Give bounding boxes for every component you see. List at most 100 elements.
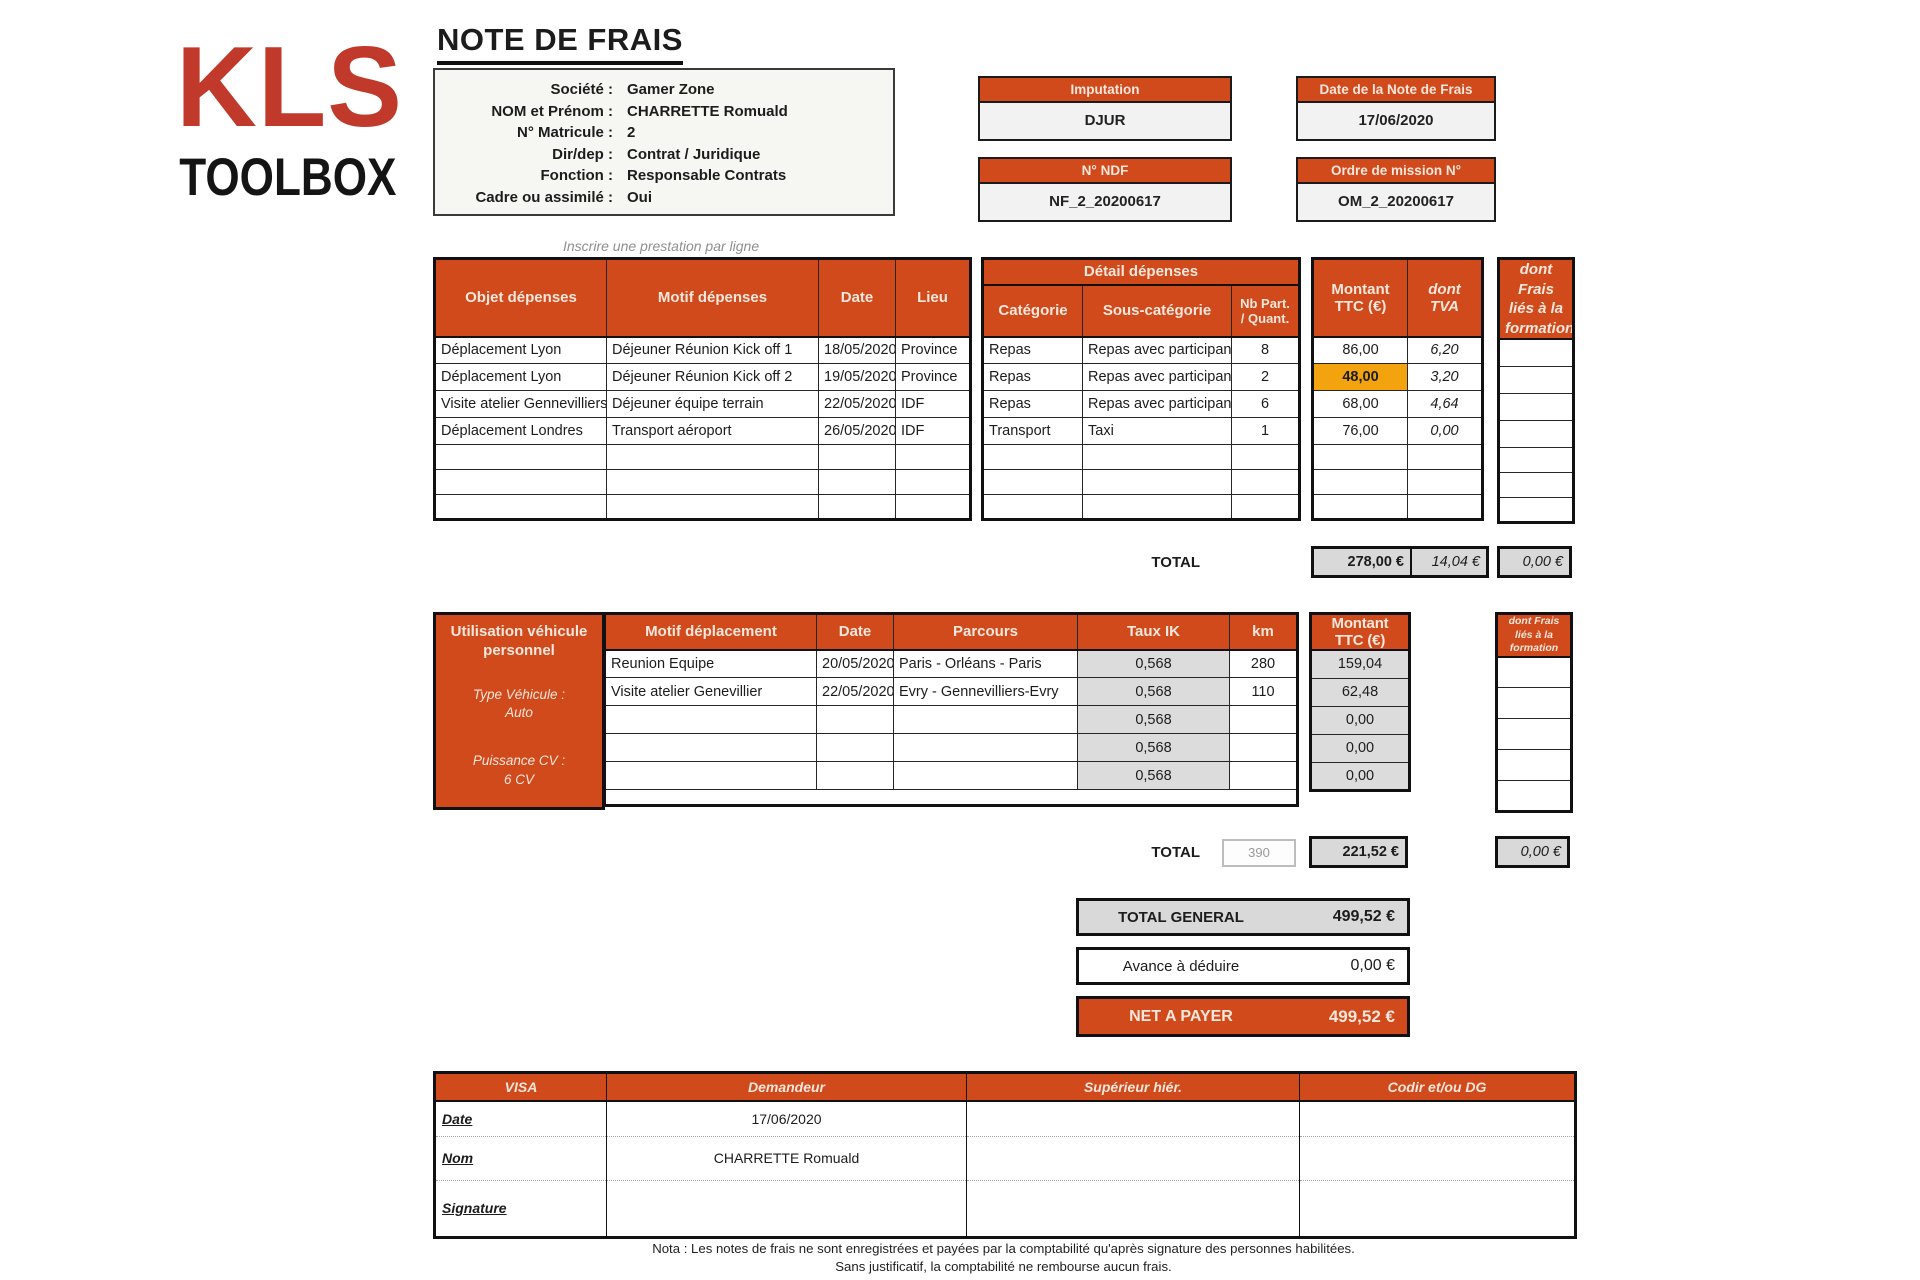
cell-objet[interactable]: Déplacement Lyon <box>434 363 607 391</box>
cell-objet[interactable]: Déplacement Londres <box>434 417 607 445</box>
visa-demandeur-date[interactable]: 17/06/2020 <box>606 1101 967 1137</box>
cell-motif[interactable]: Transport aéroport <box>606 417 819 445</box>
cell-sous-categorie[interactable] <box>1082 444 1232 470</box>
cell-formation[interactable] <box>1496 687 1572 720</box>
cell-ttc[interactable] <box>1312 469 1408 495</box>
cell-nb[interactable] <box>1231 444 1300 470</box>
cell-ttc[interactable]: 76,00 <box>1312 417 1408 445</box>
refbox-imputation-value[interactable]: DJUR <box>1084 112 1126 129</box>
cell-tva[interactable]: 6,20 <box>1407 336 1483 364</box>
cell-objet[interactable]: Visite atelier Gennevilliers <box>434 390 607 418</box>
cell-sous-categorie[interactable] <box>1082 469 1232 495</box>
cell-motif[interactable] <box>606 494 819 520</box>
cell-lieu[interactable]: IDF <box>895 390 971 418</box>
cell-date[interactable] <box>818 444 896 470</box>
cell-sous-categorie[interactable]: Repas avec participants <box>1082 363 1232 391</box>
cell-nb[interactable]: 1 <box>1231 417 1300 445</box>
cell-motif[interactable] <box>606 469 819 495</box>
cell-parcours[interactable] <box>893 761 1078 790</box>
info-value[interactable]: 2 <box>627 124 636 142</box>
cell-nb[interactable]: 6 <box>1231 390 1300 418</box>
cell-formation[interactable] <box>1496 718 1572 751</box>
info-value[interactable]: Contrat / Juridique <box>627 145 761 163</box>
cell-ttc[interactable] <box>1312 494 1408 520</box>
cell-formation[interactable] <box>1496 749 1572 782</box>
cell-sous-categorie[interactable] <box>1082 494 1232 520</box>
refbox-ordre-mission-value[interactable]: OM_2_20200617 <box>1338 193 1454 210</box>
cell-lieu[interactable] <box>895 444 971 470</box>
cell-categorie[interactable] <box>982 444 1083 470</box>
refbox-num-ndf-value[interactable]: NF_2_20200617 <box>1049 193 1161 210</box>
cell-tva[interactable]: 3,20 <box>1407 363 1483 391</box>
cell-motif[interactable] <box>604 761 817 790</box>
cell-objet[interactable] <box>434 444 607 470</box>
cell-formation[interactable] <box>1498 365 1574 394</box>
refbox-date-ndf-value[interactable]: 17/06/2020 <box>1358 112 1434 129</box>
cell-formation[interactable] <box>1496 656 1572 689</box>
cell-tva[interactable] <box>1407 469 1483 495</box>
visa-demandeur-signature[interactable] <box>606 1180 967 1237</box>
cell-parcours[interactable]: Evry - Gennevilliers-Evry <box>893 677 1078 706</box>
cell-date[interactable] <box>816 761 894 790</box>
cell-categorie[interactable]: Repas <box>982 390 1083 418</box>
cell-date[interactable] <box>816 733 894 762</box>
cell-km[interactable] <box>1229 705 1298 734</box>
cell-motif[interactable]: Reunion Equipe <box>604 649 817 678</box>
cell-objet[interactable] <box>434 469 607 495</box>
cell-tva[interactable] <box>1407 444 1483 470</box>
visa-codir-nom[interactable] <box>1299 1136 1576 1181</box>
cell-lieu[interactable] <box>895 494 971 520</box>
cell-formation[interactable] <box>1498 446 1574 473</box>
cell-tva[interactable]: 4,64 <box>1407 390 1483 418</box>
cell-date[interactable]: 26/05/2020 <box>818 417 896 445</box>
cell-motif[interactable]: Déjeuner Réunion Kick off 2 <box>606 363 819 391</box>
cell-tva[interactable]: 0,00 <box>1407 417 1483 445</box>
cell-km[interactable] <box>1229 761 1298 790</box>
cell-km[interactable]: 110 <box>1229 677 1298 706</box>
cell-ttc-highlighted[interactable]: 48,00 <box>1312 363 1408 391</box>
info-value[interactable]: CHARRETTE Romuald <box>627 102 788 120</box>
cell-lieu[interactable]: IDF <box>895 417 971 445</box>
cell-categorie[interactable] <box>982 469 1083 495</box>
cell-km[interactable] <box>1229 733 1298 762</box>
cell-ttc[interactable] <box>1312 444 1408 470</box>
cell-km[interactable]: 280 <box>1229 649 1298 678</box>
cell-motif[interactable]: Déjeuner équipe terrain <box>606 390 819 418</box>
cell-formation[interactable] <box>1498 419 1574 448</box>
cell-date[interactable]: 22/05/2020 <box>816 677 894 706</box>
cell-date[interactable]: 19/05/2020 <box>818 363 896 391</box>
cell-categorie[interactable]: Repas <box>982 336 1083 364</box>
avance-value[interactable]: 0,00 € <box>1350 957 1395 974</box>
cell-date[interactable]: 22/05/2020 <box>818 390 896 418</box>
cell-lieu[interactable]: Province <box>895 336 971 364</box>
cell-nb[interactable] <box>1231 494 1300 520</box>
cell-categorie[interactable]: Transport <box>982 417 1083 445</box>
visa-codir-signature[interactable] <box>1299 1180 1576 1237</box>
visa-superieur-nom[interactable] <box>966 1136 1300 1181</box>
vehicle-total-km[interactable]: 390 <box>1222 839 1296 867</box>
cell-sous-categorie[interactable]: Repas avec participants <box>1082 390 1232 418</box>
cell-parcours[interactable] <box>893 705 1078 734</box>
cell-motif[interactable] <box>604 733 817 762</box>
cell-lieu[interactable]: Province <box>895 363 971 391</box>
cell-formation[interactable] <box>1498 338 1574 367</box>
cell-nb[interactable]: 8 <box>1231 336 1300 364</box>
cell-objet[interactable]: Déplacement Lyon <box>434 336 607 364</box>
cell-motif[interactable]: Déjeuner Réunion Kick off 1 <box>606 336 819 364</box>
cell-date[interactable] <box>818 469 896 495</box>
visa-superieur-date[interactable] <box>966 1101 1300 1137</box>
info-value[interactable]: Oui <box>627 188 652 206</box>
cell-date[interactable] <box>816 705 894 734</box>
cell-motif[interactable]: Visite atelier Genevillier <box>604 677 817 706</box>
cell-lieu[interactable] <box>895 469 971 495</box>
info-value[interactable]: Gamer Zone <box>627 81 715 98</box>
cell-ttc[interactable]: 68,00 <box>1312 390 1408 418</box>
cell-nb[interactable]: 2 <box>1231 363 1300 391</box>
cell-tva[interactable] <box>1407 494 1483 520</box>
cell-categorie[interactable]: Repas <box>982 363 1083 391</box>
cell-sous-categorie[interactable]: Repas avec participants <box>1082 336 1232 364</box>
cell-date[interactable] <box>818 494 896 520</box>
cell-ttc[interactable]: 86,00 <box>1312 336 1408 364</box>
cell-formation[interactable] <box>1498 496 1574 523</box>
cell-motif[interactable] <box>604 705 817 734</box>
